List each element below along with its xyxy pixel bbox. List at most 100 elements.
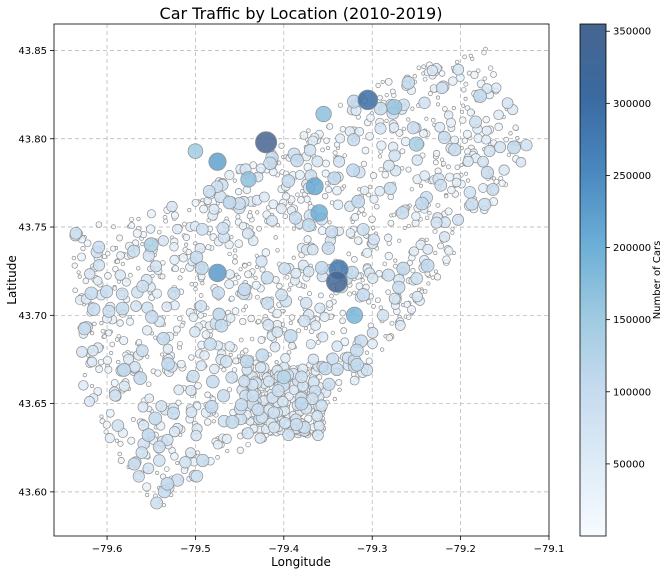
scatter-point: [313, 420, 325, 432]
scatter-point: [434, 179, 448, 192]
scatter-point: [332, 150, 338, 156]
y-axis: 43.60 43.65 43.70 43.75 43.80 43.85: [18, 46, 54, 498]
scatter-point: [387, 219, 395, 227]
scatter-point: [364, 350, 370, 355]
scatter-point: [452, 213, 465, 226]
scatter-point: [315, 339, 321, 345]
scatter-point: [383, 233, 393, 242]
scatter-point: [361, 146, 370, 155]
scatter-point: [224, 170, 235, 181]
scatter-point: [494, 122, 503, 132]
scatter-point: [215, 455, 220, 460]
scatter-point: [441, 161, 447, 167]
scatter-point: [422, 243, 434, 255]
scatter-point: [71, 255, 77, 261]
scatter-point: [160, 352, 165, 357]
scatter-point: [376, 309, 390, 322]
scatter-point: [115, 259, 121, 265]
scatter-point: [473, 133, 483, 143]
scatter-point: [389, 88, 396, 95]
scatter-point: [319, 311, 330, 322]
scatter-point: [426, 64, 438, 77]
scatter-point: [232, 178, 237, 183]
scatter-point: [366, 299, 372, 305]
x-tick-label: −79.4: [268, 544, 299, 555]
scatter-point: [225, 415, 240, 429]
scatter-point: [466, 108, 475, 117]
scatter-point: [280, 353, 291, 364]
scatter-point: [325, 145, 331, 151]
scatter-point: [222, 195, 237, 210]
scatter-point: [82, 277, 90, 285]
scatter-point: [142, 325, 153, 336]
scatter-point: [459, 116, 467, 124]
scatter-point: [116, 319, 124, 327]
scatter-point: [266, 214, 278, 227]
scatter-point: [189, 250, 204, 265]
scatter-point: [383, 182, 397, 195]
scatter-point: [327, 220, 332, 225]
chart-title: Car Traffic by Location (2010-2019): [160, 4, 443, 23]
scatter-point: [145, 310, 159, 324]
scatter-point: [191, 198, 200, 207]
scatter-point: [337, 102, 344, 108]
scatter-point: [261, 248, 270, 257]
scatter-point: [350, 357, 364, 372]
scatter-point: [216, 389, 231, 403]
scatter-point: [192, 281, 198, 287]
scatter-point: [142, 462, 155, 475]
scatter-point: [464, 171, 469, 176]
scatter-point: [194, 381, 202, 390]
scatter-point: [84, 268, 96, 280]
scatter-point: [362, 247, 373, 258]
scatter-point: [239, 317, 247, 326]
scatter-point: [148, 411, 163, 426]
scatter-point: [298, 314, 311, 328]
scatter-point: [350, 343, 364, 358]
scatter-point: [330, 362, 344, 377]
scatter-point: [520, 139, 533, 152]
scatter-point: [208, 203, 220, 215]
colorbar-tick-label: 50000: [613, 459, 645, 470]
scatter-point: [205, 244, 212, 251]
scatter-point: [276, 203, 287, 214]
scatter-point: [307, 243, 319, 256]
scatter-point: [93, 386, 103, 396]
scatter-point: [188, 312, 199, 322]
scatter-point: [213, 439, 223, 450]
scatter-point: [339, 309, 347, 317]
scatter-point: [465, 197, 479, 211]
scatter-point: [83, 239, 92, 248]
scatter-point: [288, 320, 293, 325]
scatter-point: [427, 91, 433, 97]
scatter-point: [136, 216, 141, 222]
scatter-point: [104, 250, 111, 257]
scatter-point: [208, 263, 227, 283]
scatter-point: [315, 399, 328, 412]
scatter-point: [290, 267, 302, 279]
scatter-point: [194, 299, 208, 313]
scatter-point: [184, 242, 189, 247]
scatter-point: [188, 354, 195, 361]
scatter-point: [169, 242, 179, 252]
scatter-point: [87, 302, 101, 316]
scatter-point: [275, 223, 281, 228]
colorbar-label: Number of Cars: [652, 241, 663, 320]
scatter-point: [216, 222, 230, 235]
scatter-point: [258, 191, 270, 203]
scatter-point: [105, 329, 113, 337]
scatter-point: [256, 318, 262, 325]
scatter-point: [366, 327, 379, 339]
scatter-point: [275, 288, 288, 302]
scatter-point: [454, 59, 460, 65]
scatter-point: [371, 225, 376, 230]
scatter-point: [214, 318, 229, 333]
scatter-point: [142, 482, 152, 492]
scatter-point: [136, 344, 149, 357]
scatter-point: [117, 457, 125, 464]
scatter-point: [276, 370, 291, 385]
scatter-point: [481, 125, 492, 136]
scatter-point: [442, 106, 448, 112]
scatter-point: [198, 293, 204, 298]
